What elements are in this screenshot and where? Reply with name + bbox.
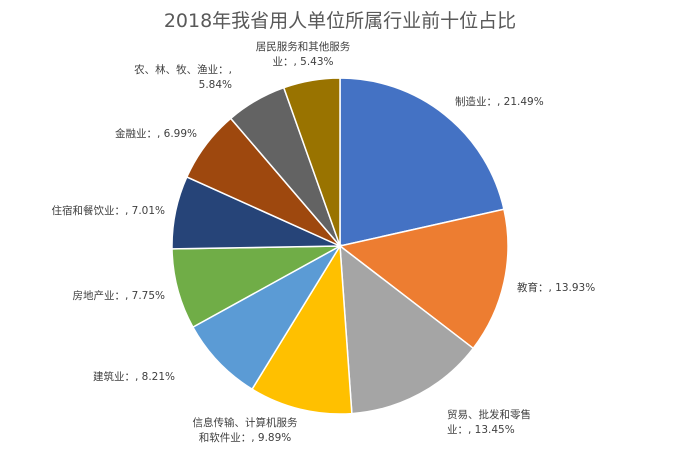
pie-slice — [339, 244, 475, 415]
slice-label: 制造业：, 21.49% — [455, 95, 544, 108]
slice-label: 金融业：, 6.99% — [115, 127, 197, 140]
pie-slice — [339, 77, 505, 247]
slice-label: 教育：, 13.93% — [517, 281, 595, 294]
slice-label: 信息传输、计算机服务和软件业：, 9.89% — [193, 416, 298, 444]
pie-slice — [251, 243, 353, 415]
slice-label: 居民服务和其他服务业：, 5.43% — [256, 40, 351, 68]
slice-label: 住宿和餐饮业：, 7.01% — [51, 204, 165, 217]
slice-label: 建筑业：, 8.21% — [93, 370, 175, 383]
pie-slice — [338, 208, 509, 350]
pie-slice — [282, 77, 341, 247]
chart-title: 2018年我省用人单位所属行业前十位占比 — [163, 10, 517, 32]
slice-label: 农、林、牧、渔业：, 5.84% — [134, 63, 232, 91]
slice-label: 贸易、批发和零售业：, 13.45% — [447, 408, 531, 436]
pie-slice — [191, 243, 343, 391]
slice-label: 房地产业：, 7.75% — [72, 289, 165, 302]
